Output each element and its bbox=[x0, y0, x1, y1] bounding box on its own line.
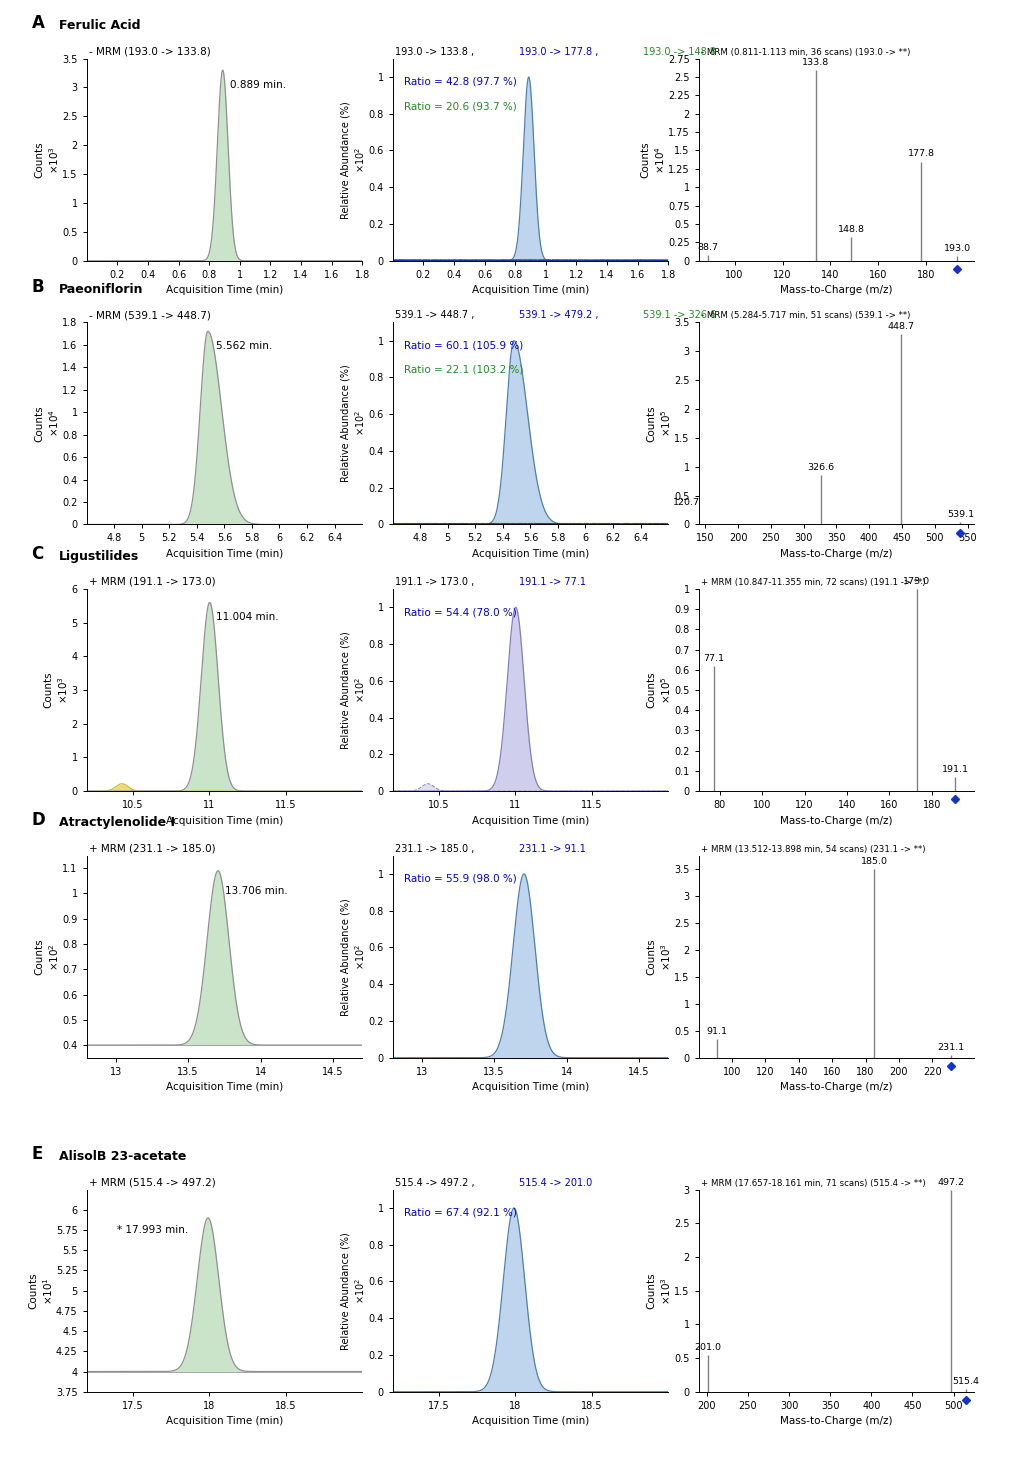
Text: - MRM (0.811-1.113 min, 36 scans) (193.0 -> **): - MRM (0.811-1.113 min, 36 scans) (193.0… bbox=[701, 47, 910, 57]
Text: 120.7: 120.7 bbox=[672, 498, 699, 507]
Text: 497.2: 497.2 bbox=[936, 1178, 964, 1187]
Text: 231.1: 231.1 bbox=[936, 1043, 964, 1052]
Text: Ratio = 42.8 (97.7 %): Ratio = 42.8 (97.7 %) bbox=[404, 76, 516, 86]
Y-axis label: Counts
×10$^{3}$: Counts ×10$^{3}$ bbox=[35, 141, 61, 177]
Text: 5.562 min.: 5.562 min. bbox=[216, 341, 272, 352]
Y-axis label: Relative Abundance (%)
×10$^{2}$: Relative Abundance (%) ×10$^{2}$ bbox=[340, 898, 367, 1015]
Text: + MRM (515.4 -> 497.2): + MRM (515.4 -> 497.2) bbox=[90, 1178, 216, 1188]
Text: 191.1 -> 77.1: 191.1 -> 77.1 bbox=[519, 577, 586, 587]
Text: Ratio = 22.1 (103.2 %): Ratio = 22.1 (103.2 %) bbox=[404, 365, 523, 375]
Text: Ratio = 54.4 (78.0 %): Ratio = 54.4 (78.0 %) bbox=[404, 607, 516, 617]
Text: + MRM (13.512-13.898 min, 54 scans) (231.1 -> **): + MRM (13.512-13.898 min, 54 scans) (231… bbox=[701, 844, 925, 854]
X-axis label: Acquisition Time (min): Acquisition Time (min) bbox=[166, 549, 282, 560]
Text: 177.8: 177.8 bbox=[907, 149, 933, 158]
Text: Ratio = 20.6 (93.7 %): Ratio = 20.6 (93.7 %) bbox=[404, 101, 516, 111]
Text: + MRM (17.657-18.161 min, 71 scans) (515.4 -> **): + MRM (17.657-18.161 min, 71 scans) (515… bbox=[701, 1178, 925, 1188]
X-axis label: Mass-to-Charge (m/z): Mass-to-Charge (m/z) bbox=[780, 1417, 892, 1427]
Text: 91.1: 91.1 bbox=[706, 1027, 727, 1036]
Text: 539.1 -> 479.2 ,: 539.1 -> 479.2 , bbox=[519, 311, 598, 321]
Y-axis label: Counts
×10$^{2}$: Counts ×10$^{2}$ bbox=[35, 938, 61, 976]
X-axis label: Acquisition Time (min): Acquisition Time (min) bbox=[166, 1417, 282, 1427]
Text: 515.4: 515.4 bbox=[952, 1377, 978, 1386]
Text: 231.1 -> 185.0 ,: 231.1 -> 185.0 , bbox=[395, 844, 475, 854]
Text: 77.1: 77.1 bbox=[702, 653, 723, 662]
Text: + MRM (231.1 -> 185.0): + MRM (231.1 -> 185.0) bbox=[90, 844, 216, 854]
Text: 201.0: 201.0 bbox=[694, 1342, 720, 1352]
Text: Ratio = 55.9 (98.0 %): Ratio = 55.9 (98.0 %) bbox=[404, 873, 516, 883]
Text: 539.1 -> 326.6: 539.1 -> 326.6 bbox=[643, 311, 715, 321]
X-axis label: Mass-to-Charge (m/z): Mass-to-Charge (m/z) bbox=[780, 1083, 892, 1093]
Text: 448.7: 448.7 bbox=[887, 322, 914, 331]
Text: 515.4 -> 201.0: 515.4 -> 201.0 bbox=[519, 1178, 592, 1188]
Text: 515.4 -> 497.2 ,: 515.4 -> 497.2 , bbox=[395, 1178, 475, 1188]
Text: 539.1: 539.1 bbox=[946, 510, 973, 519]
Y-axis label: Counts
×10$^{5}$: Counts ×10$^{5}$ bbox=[646, 671, 673, 708]
Y-axis label: Counts
×10$^{3}$: Counts ×10$^{3}$ bbox=[44, 671, 70, 708]
Text: - MRM (5.284-5.717 min, 51 scans) (539.1 -> **): - MRM (5.284-5.717 min, 51 scans) (539.1… bbox=[701, 311, 910, 321]
Text: 193.0 -> 177.8 ,: 193.0 -> 177.8 , bbox=[519, 47, 598, 57]
Text: Ratio = 60.1 (105.9 %): Ratio = 60.1 (105.9 %) bbox=[404, 340, 523, 350]
Text: * 17.993 min.: * 17.993 min. bbox=[117, 1225, 189, 1235]
Y-axis label: Counts
×10$^{3}$: Counts ×10$^{3}$ bbox=[646, 1272, 673, 1310]
Y-axis label: Counts
×10$^{4}$: Counts ×10$^{4}$ bbox=[640, 141, 665, 177]
Text: D: D bbox=[32, 812, 45, 829]
Text: 193.0 -> 133.8 ,: 193.0 -> 133.8 , bbox=[395, 47, 474, 57]
Text: C: C bbox=[32, 545, 44, 563]
X-axis label: Acquisition Time (min): Acquisition Time (min) bbox=[472, 549, 588, 560]
Y-axis label: Counts
×10$^{3}$: Counts ×10$^{3}$ bbox=[646, 938, 673, 976]
Text: 88.7: 88.7 bbox=[696, 243, 717, 252]
Text: - MRM (193.0 -> 133.8): - MRM (193.0 -> 133.8) bbox=[90, 47, 211, 57]
X-axis label: Acquisition Time (min): Acquisition Time (min) bbox=[472, 286, 588, 296]
Text: 191.1 -> 173.0 ,: 191.1 -> 173.0 , bbox=[395, 577, 474, 587]
Text: 0.889 min.: 0.889 min. bbox=[230, 79, 286, 89]
Text: + MRM (191.1 -> 173.0): + MRM (191.1 -> 173.0) bbox=[90, 577, 216, 587]
Y-axis label: Counts
×10$^{1}$: Counts ×10$^{1}$ bbox=[29, 1272, 54, 1310]
Text: 173.0: 173.0 bbox=[903, 577, 929, 586]
X-axis label: Mass-to-Charge (m/z): Mass-to-Charge (m/z) bbox=[780, 816, 892, 826]
Text: 133.8: 133.8 bbox=[801, 57, 828, 66]
Text: + MRM (10.847-11.355 min, 72 scans) (191.1 -> **): + MRM (10.847-11.355 min, 72 scans) (191… bbox=[701, 577, 925, 587]
Y-axis label: Relative Abundance (%)
×10$^{2}$: Relative Abundance (%) ×10$^{2}$ bbox=[340, 1232, 367, 1349]
Y-axis label: Relative Abundance (%)
×10$^{2}$: Relative Abundance (%) ×10$^{2}$ bbox=[340, 365, 367, 482]
Text: Ferulic Acid: Ferulic Acid bbox=[59, 19, 141, 32]
Text: B: B bbox=[32, 278, 44, 296]
Y-axis label: Counts
×10$^{5}$: Counts ×10$^{5}$ bbox=[646, 404, 673, 442]
Text: Atractylenolide I: Atractylenolide I bbox=[59, 816, 175, 829]
Text: 11.004 min.: 11.004 min. bbox=[216, 612, 278, 621]
Text: AlisolB 23-acetate: AlisolB 23-acetate bbox=[59, 1150, 186, 1163]
Text: - MRM (539.1 -> 448.7): - MRM (539.1 -> 448.7) bbox=[90, 311, 211, 321]
Text: 13.706 min.: 13.706 min. bbox=[225, 886, 287, 895]
Text: 231.1 -> 91.1: 231.1 -> 91.1 bbox=[519, 844, 586, 854]
X-axis label: Mass-to-Charge (m/z): Mass-to-Charge (m/z) bbox=[780, 549, 892, 560]
X-axis label: Acquisition Time (min): Acquisition Time (min) bbox=[472, 1417, 588, 1427]
Text: 191.1: 191.1 bbox=[941, 765, 968, 774]
Text: 539.1 -> 448.7 ,: 539.1 -> 448.7 , bbox=[395, 311, 475, 321]
Text: 326.6: 326.6 bbox=[807, 463, 834, 472]
Text: 148.8: 148.8 bbox=[838, 226, 864, 234]
X-axis label: Acquisition Time (min): Acquisition Time (min) bbox=[472, 1083, 588, 1093]
X-axis label: Acquisition Time (min): Acquisition Time (min) bbox=[166, 816, 282, 826]
Text: Paeoniflorin: Paeoniflorin bbox=[59, 283, 144, 296]
X-axis label: Mass-to-Charge (m/z): Mass-to-Charge (m/z) bbox=[780, 286, 892, 296]
Y-axis label: Counts
×10$^{4}$: Counts ×10$^{4}$ bbox=[35, 404, 61, 442]
Text: Ratio = 67.4 (92.1 %): Ratio = 67.4 (92.1 %) bbox=[404, 1207, 516, 1217]
Text: 185.0: 185.0 bbox=[860, 857, 887, 866]
Text: A: A bbox=[32, 15, 45, 32]
Text: 193.0 -> 148.8: 193.0 -> 148.8 bbox=[643, 47, 715, 57]
X-axis label: Acquisition Time (min): Acquisition Time (min) bbox=[166, 1083, 282, 1093]
Text: 193.0: 193.0 bbox=[943, 245, 970, 253]
X-axis label: Acquisition Time (min): Acquisition Time (min) bbox=[472, 816, 588, 826]
Text: Ligustilides: Ligustilides bbox=[59, 549, 140, 563]
Y-axis label: Relative Abundance (%)
×10$^{2}$: Relative Abundance (%) ×10$^{2}$ bbox=[340, 631, 367, 749]
X-axis label: Acquisition Time (min): Acquisition Time (min) bbox=[166, 286, 282, 296]
Text: E: E bbox=[32, 1146, 43, 1163]
Y-axis label: Relative Abundance (%)
×10$^{2}$: Relative Abundance (%) ×10$^{2}$ bbox=[340, 101, 367, 218]
